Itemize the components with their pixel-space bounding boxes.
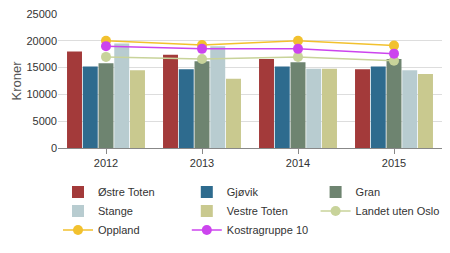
svg-text:10000: 10000: [26, 88, 57, 100]
svg-text:Østre Toten: Østre Toten: [98, 186, 155, 198]
svg-text:2014: 2014: [286, 157, 310, 169]
svg-text:Kostragruppe 10: Kostragruppe 10: [227, 224, 308, 236]
svg-text:25000: 25000: [26, 8, 57, 20]
svg-text:Kroner: Kroner: [9, 61, 24, 101]
svg-text:Oppland: Oppland: [98, 224, 140, 236]
svg-text:Gjøvik: Gjøvik: [227, 186, 259, 198]
svg-text:Landet uten Oslo: Landet uten Oslo: [356, 205, 440, 217]
svg-text:5000: 5000: [33, 115, 57, 127]
svg-text:Stange: Stange: [98, 205, 133, 217]
svg-text:Gran: Gran: [356, 186, 380, 198]
svg-text:15000: 15000: [26, 61, 57, 73]
svg-text:2013: 2013: [190, 157, 214, 169]
svg-text:Vestre Toten: Vestre Toten: [227, 205, 288, 217]
svg-text:0: 0: [51, 142, 57, 154]
svg-text:2012: 2012: [94, 157, 118, 169]
svg-text:2015: 2015: [382, 157, 406, 169]
svg-text:20000: 20000: [26, 35, 57, 47]
